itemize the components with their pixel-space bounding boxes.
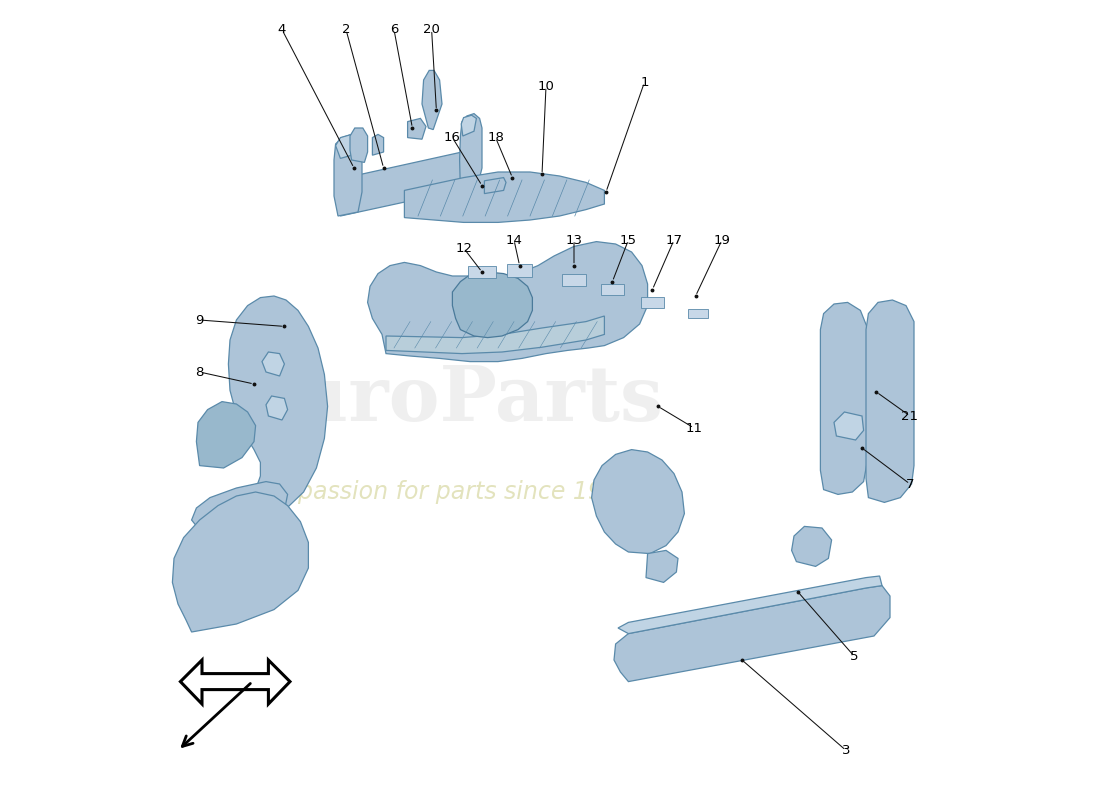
Polygon shape <box>641 298 663 307</box>
Text: 14: 14 <box>506 234 522 246</box>
Polygon shape <box>618 576 882 634</box>
Polygon shape <box>173 492 308 632</box>
Text: 17: 17 <box>666 234 682 246</box>
Text: 15: 15 <box>620 234 637 246</box>
Text: 21: 21 <box>902 410 918 422</box>
Text: 4: 4 <box>278 23 286 36</box>
Polygon shape <box>484 178 506 194</box>
Polygon shape <box>866 300 914 502</box>
Polygon shape <box>562 274 586 286</box>
Text: 6: 6 <box>389 23 398 36</box>
Text: euroParts: euroParts <box>244 363 663 437</box>
Polygon shape <box>334 134 362 216</box>
Polygon shape <box>191 482 287 528</box>
Text: 1: 1 <box>640 76 649 89</box>
Text: 10: 10 <box>538 80 554 93</box>
Polygon shape <box>688 309 708 318</box>
Polygon shape <box>405 172 604 222</box>
Text: 11: 11 <box>685 422 703 434</box>
Text: 2: 2 <box>342 23 350 36</box>
Polygon shape <box>821 302 867 494</box>
Text: 18: 18 <box>487 131 504 144</box>
Text: 12: 12 <box>455 242 472 254</box>
Polygon shape <box>452 272 532 338</box>
Text: 20: 20 <box>424 23 440 36</box>
Polygon shape <box>422 70 442 130</box>
Polygon shape <box>373 134 384 155</box>
Polygon shape <box>367 242 648 362</box>
Text: 3: 3 <box>842 744 850 757</box>
Polygon shape <box>461 115 476 136</box>
Polygon shape <box>834 412 864 440</box>
Polygon shape <box>262 352 285 376</box>
Polygon shape <box>340 152 463 216</box>
Text: 9: 9 <box>196 314 204 326</box>
Text: 5: 5 <box>849 650 858 662</box>
Polygon shape <box>460 114 482 190</box>
Text: 16: 16 <box>444 131 461 144</box>
Polygon shape <box>336 134 356 158</box>
Polygon shape <box>468 266 496 278</box>
Polygon shape <box>386 316 604 354</box>
Polygon shape <box>229 296 328 526</box>
Text: 7: 7 <box>905 478 914 490</box>
Text: 19: 19 <box>714 234 730 246</box>
Text: 8: 8 <box>196 366 204 378</box>
Polygon shape <box>180 660 290 704</box>
Polygon shape <box>408 118 426 139</box>
Polygon shape <box>350 128 367 162</box>
Polygon shape <box>592 450 684 554</box>
Polygon shape <box>792 526 832 566</box>
Text: 13: 13 <box>565 234 583 246</box>
Polygon shape <box>507 264 532 277</box>
Polygon shape <box>266 396 287 420</box>
Polygon shape <box>646 550 678 582</box>
Polygon shape <box>197 402 255 468</box>
Text: a passion for parts since 1985: a passion for parts since 1985 <box>276 480 632 504</box>
Polygon shape <box>614 586 890 682</box>
Polygon shape <box>602 284 624 295</box>
